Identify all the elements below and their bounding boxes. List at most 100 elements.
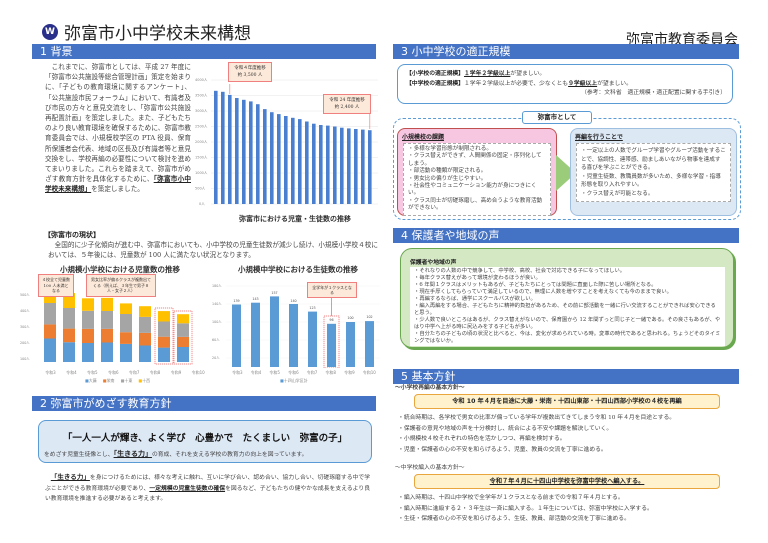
voice-item: ・少人数で良いところはあるが、クラス替えがないので、保育園から 12 年間ずっと…: [414, 317, 721, 330]
jhs-policy-banner: 令和７年４月に十四山中学校を弥富中学校へ編入する。: [414, 474, 720, 489]
voices-list: ・それなりの人数の中で競争して、中学校、高校、社会で対応できる子になってほしい。…: [410, 267, 725, 346]
voice-item: ・毎年クラス替えがあって環境が変わるほうが良い。: [414, 275, 541, 281]
benefits-title: 再編を行うことで: [575, 134, 623, 141]
svg-text:20人: 20人: [212, 356, 220, 360]
appropriate-size-box: 【小学校の適正規模】１学年２学級以上が望ましい。 【中学校の適正規模】１学年２学…: [397, 64, 733, 104]
svg-text:400人: 400人: [20, 309, 30, 313]
elementary-policy-item: ・保護者の意見や地域の声を十分検討し、統合による不安や課題を解決していく。: [398, 425, 613, 432]
x-label: 令和5: [87, 370, 98, 375]
background-text: これまでに、弥富市としては、平成 27 年度に「弥富市公共施設等総合管理計画」策…: [45, 63, 191, 184]
trend-chart-svg: 4000人 3500人 3000人 2500人 2000人 1500人 1000人 500人 0…: [195, 77, 378, 206]
svg-text:1000人: 1000人: [195, 170, 208, 175]
svg-text:0人: 0人: [199, 201, 205, 206]
elementary-legend: ■大藤 ■栄南 ■十東 ■十西: [85, 378, 150, 384]
jhs-legend: ■十四山学区計: [280, 378, 308, 383]
issue-item: ・クラス同士が切磋琢磨し、高め合うような教育活動ができない。: [408, 197, 543, 212]
svg-text:123: 123: [309, 306, 315, 310]
motto-subtext: をめざす児童生徒像とし、「生きる力」の育成、それを支える学校の教育力の向上を図っ…: [44, 450, 308, 458]
background-text-end: を策定しました。: [91, 185, 144, 194]
svg-text:100人: 100人: [20, 357, 30, 361]
x-label: 令和5: [269, 370, 280, 375]
issue-item: ・クラス替えができず、人間関係の固定・序列化してしまう。: [408, 153, 542, 167]
svg-text:200人: 200人: [20, 341, 30, 345]
section-2-header: 2 弥富市がめざす教育方針: [32, 396, 376, 411]
jhs-policy-item: ・編入時期に進級する２・３年生は一斉に編入する。１年生については、弥富中学校に入…: [398, 505, 653, 512]
x-label: 令和7: [128, 370, 140, 375]
svg-text:3500人: 3500人: [195, 93, 208, 98]
elementary-size-line: 【小学校の適正規模】１学年２学級以上が望ましい。: [406, 71, 546, 77]
jhs-policy-item: ・編入時期は、十四山中学校で全学年が１クラスとなる前までの令和７年４月とする。: [398, 495, 624, 501]
svg-text:140人: 140人: [212, 302, 222, 306]
elementary-stacked-chart: 500人 400人 300人 200人 100人 ４校全て児童数 100 人未満となる …: [20, 274, 210, 366]
svg-text:140: 140: [290, 299, 296, 303]
callout-r4: 令和４年度推移 約 3,500 人: [228, 62, 272, 82]
trend-chart-title: 弥富市における児童・生徒数の推移: [239, 215, 351, 223]
voices-title: 保護者や地域の声: [410, 260, 457, 266]
jhs-size-line: 【中学校の適正規模】１学年２学級以上が必要で、少なくとも９学級以上が望ましい。: [406, 81, 632, 87]
elementary-policy-banner: 令和 10 年４月を目途に大藤・栄南・十四山東部・十四山西部小学校の４校を再編: [414, 394, 720, 409]
section-4-header: 4 保護者や地域の声: [393, 228, 739, 243]
x-label: 令和9: [344, 370, 355, 375]
callout-gender-ratio: 男女比率が偏るクラスが複数出てくる（例えば、３年生で男子８人・女子２人）: [86, 274, 156, 297]
callout-r24: 令和 24 年度推移 約 2,400 人: [323, 94, 371, 114]
section-5-header: 5 基本方針: [393, 369, 739, 384]
benefit-item: ・一定以上の人数でグループ学習やグループ活動をすることで、協調性、連帯感、励まし…: [581, 148, 726, 171]
document-title: W 弥富市小中学校未来構想: [42, 19, 251, 44]
legend-item: ■大藤: [85, 378, 97, 383]
svg-text:180人: 180人: [212, 284, 222, 288]
issue-item: ・部活動の種類が限定される。: [408, 168, 487, 175]
issue-item: ・社会性やコミュニケーション能力が身につきにくい。: [408, 183, 537, 197]
current-state-heading: 【弥富市の現状】: [44, 230, 100, 239]
issues-title: 小規模校の課題: [402, 134, 445, 141]
svg-text:3000人: 3000人: [195, 108, 208, 113]
elementary-chart-svg: 500人 400人 300人 200人 100人: [20, 286, 193, 365]
jhs-policy-heading: 〜中学校編入の基本方針〜: [395, 465, 465, 471]
voice-item: ・再編するならば、通学にスクールバスが欲しい。: [414, 296, 536, 302]
elementary-chart-title: 小規模小学校における児童数の推移: [60, 265, 180, 274]
elementary-policy-list: ・統合時期は、各学校で男女の比率が偏っている学年が複数出てきてしまう令和 10 …: [398, 413, 738, 455]
svg-text:60人: 60人: [212, 338, 220, 342]
policy-paragraph: 「生きる力」を身につけるためには、様々な考えに触れ、互いに学び合い、認め合い、協…: [45, 473, 371, 502]
x-label: 令和6: [107, 370, 119, 375]
jhs-x-axis: 令和3 令和4 令和5 令和6 令和7 令和8 令和9 令和10: [228, 370, 380, 376]
issue-item: ・男女比の偏りが生じやすい。: [408, 175, 487, 182]
benefits-box: 再編を行うことで ・一定以上の人数でグループ学習やグループ活動をすることで、協調…: [570, 128, 737, 216]
svg-text:100: 100: [347, 316, 353, 320]
voice-item: ・現在手厚くしてもらっていて満足しているので、無理に人数を増やすことを考えなくて…: [414, 289, 672, 295]
x-label: 令和4: [66, 370, 77, 375]
svg-text:2000人: 2000人: [195, 139, 208, 144]
x-label: 令和8: [325, 370, 336, 375]
svg-text:157: 157: [271, 291, 277, 295]
student-trend-chart: 4000人 3500人 3000人 2500人 2000人 1500人 1000人 500人 0…: [193, 62, 383, 210]
x-label: 令和3: [232, 370, 243, 375]
elementary-policy-item: ・児童・保護者の心の不安を和らげるよう、児童、教員の交流を丁寧に進める。: [398, 446, 607, 453]
svg-text:96: 96: [329, 318, 333, 322]
motto-box: 「一人一人が輝き、よく学び 心豊かで たくましい 弥富の子」 をめざす児童生徒像…: [38, 420, 372, 463]
motto-text: 「一人一人が輝き、よく学び 心豊かで たくましい 弥富の子」: [62, 433, 348, 444]
x-label: 令和9: [170, 370, 182, 375]
svg-text:500人: 500人: [195, 186, 206, 191]
x-label: 令和8: [149, 370, 161, 375]
svg-text:143: 143: [252, 297, 258, 301]
reference-note: （参考：文科省 適正規模・適正配置に関する手引き）: [581, 90, 726, 96]
x-label: 令和7: [306, 370, 318, 375]
svg-text:4000人: 4000人: [195, 77, 208, 82]
voice-item: ・編入再編をする場合、子どもたちに精神的負担があるため、その前に部活動を一緒に行…: [414, 303, 716, 316]
voices-box: 保護者や地域の声 ・それなりの人数の中で競争して、中学校、高校、社会で対応できる…: [400, 248, 734, 348]
voice-item: ・自分たちの子どもの頃の状況と比べると、今は、変化が求められている時。変革の時代…: [414, 331, 721, 344]
section-3-header: 3 小中学校の適正規模: [393, 44, 739, 59]
background-paragraph: これまでに、弥富市としては、平成 27 年度に「弥富市公共施設等総合管理計画」策…: [45, 62, 191, 195]
svg-text:102: 102: [366, 315, 372, 319]
jhs-bar-chart: 180人 140人 100人 60人 20人 139 143 157 140 123 96 100 1…: [212, 280, 382, 369]
jhs-chart-title: 小規模中学校における生徒数の推移: [238, 265, 358, 274]
svg-text:2500人: 2500人: [195, 124, 208, 129]
issues-list: ・多様な学習形態が制限される。 ・クラス替えができず、人間関係の固定・序列化して…: [403, 143, 551, 216]
issues-box: 小規模校の課題 ・多様な学習形態が制限される。 ・クラス替えができず、人間関係の…: [397, 128, 557, 216]
legend-item: ■十東: [120, 378, 133, 383]
title-text: 弥富市小中学校未来構想: [64, 24, 251, 44]
benefits-list: ・一定以上の人数でグループ学習やグループ活動をすることで、協調性、連帯感、励まし…: [576, 143, 731, 202]
x-label: 令和10: [191, 370, 205, 375]
callout-one-class: 全学年が１クラスとなる: [307, 282, 357, 298]
city-stance-label: 弥富市として: [522, 111, 592, 124]
svg-text:300人: 300人: [20, 325, 30, 329]
